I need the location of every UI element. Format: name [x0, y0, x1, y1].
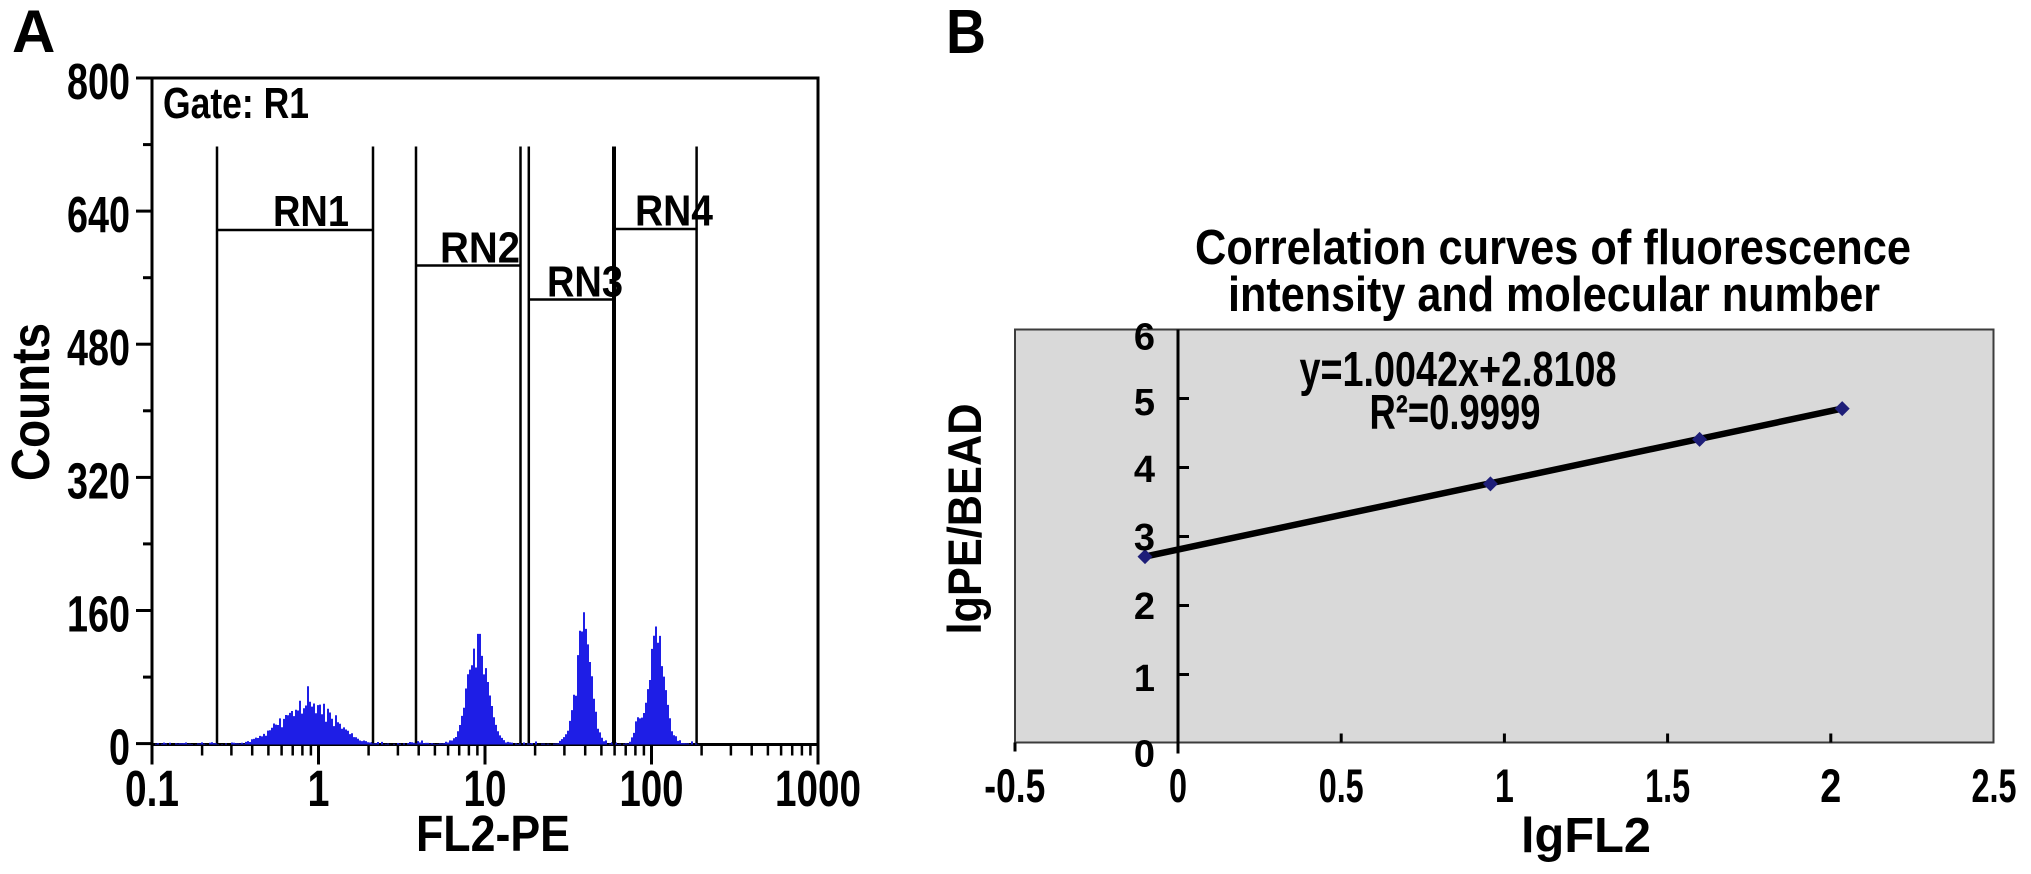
svg-text:y=1.0042x+2.8108: y=1.0042x+2.8108 [1300, 343, 1617, 397]
svg-text:2: 2 [1134, 586, 1155, 628]
svg-text:A: A [12, 0, 55, 65]
svg-text:1: 1 [308, 760, 330, 817]
svg-text:320: 320 [67, 452, 130, 509]
svg-text:0.1: 0.1 [125, 760, 179, 817]
svg-text:640: 640 [67, 186, 130, 243]
svg-text:0.5: 0.5 [1319, 759, 1364, 812]
svg-text:1: 1 [1134, 658, 1155, 700]
svg-text:480: 480 [67, 319, 130, 376]
svg-text:R²=0.9999: R²=0.9999 [1370, 386, 1541, 440]
svg-text:2: 2 [1820, 759, 1841, 812]
svg-text:intensity and molecular number: intensity and molecular number [1228, 268, 1880, 322]
svg-text:1000: 1000 [775, 760, 861, 817]
svg-text:100: 100 [620, 760, 684, 817]
svg-text:800: 800 [67, 53, 130, 110]
svg-text:lgFL2: lgFL2 [1521, 809, 1651, 863]
svg-text:-0.5: -0.5 [984, 759, 1045, 812]
svg-text:RN4: RN4 [635, 187, 713, 236]
svg-text:10: 10 [464, 760, 507, 817]
svg-text:B: B [946, 0, 986, 67]
svg-text:FL2-PE: FL2-PE [416, 805, 570, 862]
svg-text:RN3: RN3 [547, 258, 623, 307]
svg-text:1.5: 1.5 [1645, 759, 1690, 812]
svg-text:0: 0 [109, 719, 130, 776]
svg-text:6: 6 [1134, 317, 1155, 359]
svg-text:lgPE/BEAD: lgPE/BEAD [938, 404, 991, 635]
svg-text:160: 160 [67, 586, 130, 643]
svg-text:4: 4 [1134, 449, 1155, 491]
svg-text:3: 3 [1134, 517, 1155, 559]
svg-text:0: 0 [1134, 734, 1155, 776]
svg-text:Counts: Counts [1, 323, 61, 481]
svg-text:Gate: R1: Gate: R1 [163, 79, 309, 128]
svg-text:Correlation curves of fluoresc: Correlation curves of fluorescence [1195, 221, 1911, 275]
svg-text:0: 0 [1169, 759, 1187, 812]
svg-text:2.5: 2.5 [1972, 759, 2017, 812]
svg-text:1: 1 [1495, 759, 1514, 812]
svg-text:RN2: RN2 [440, 224, 520, 273]
svg-text:RN1: RN1 [273, 187, 349, 236]
svg-text:5: 5 [1134, 382, 1155, 424]
